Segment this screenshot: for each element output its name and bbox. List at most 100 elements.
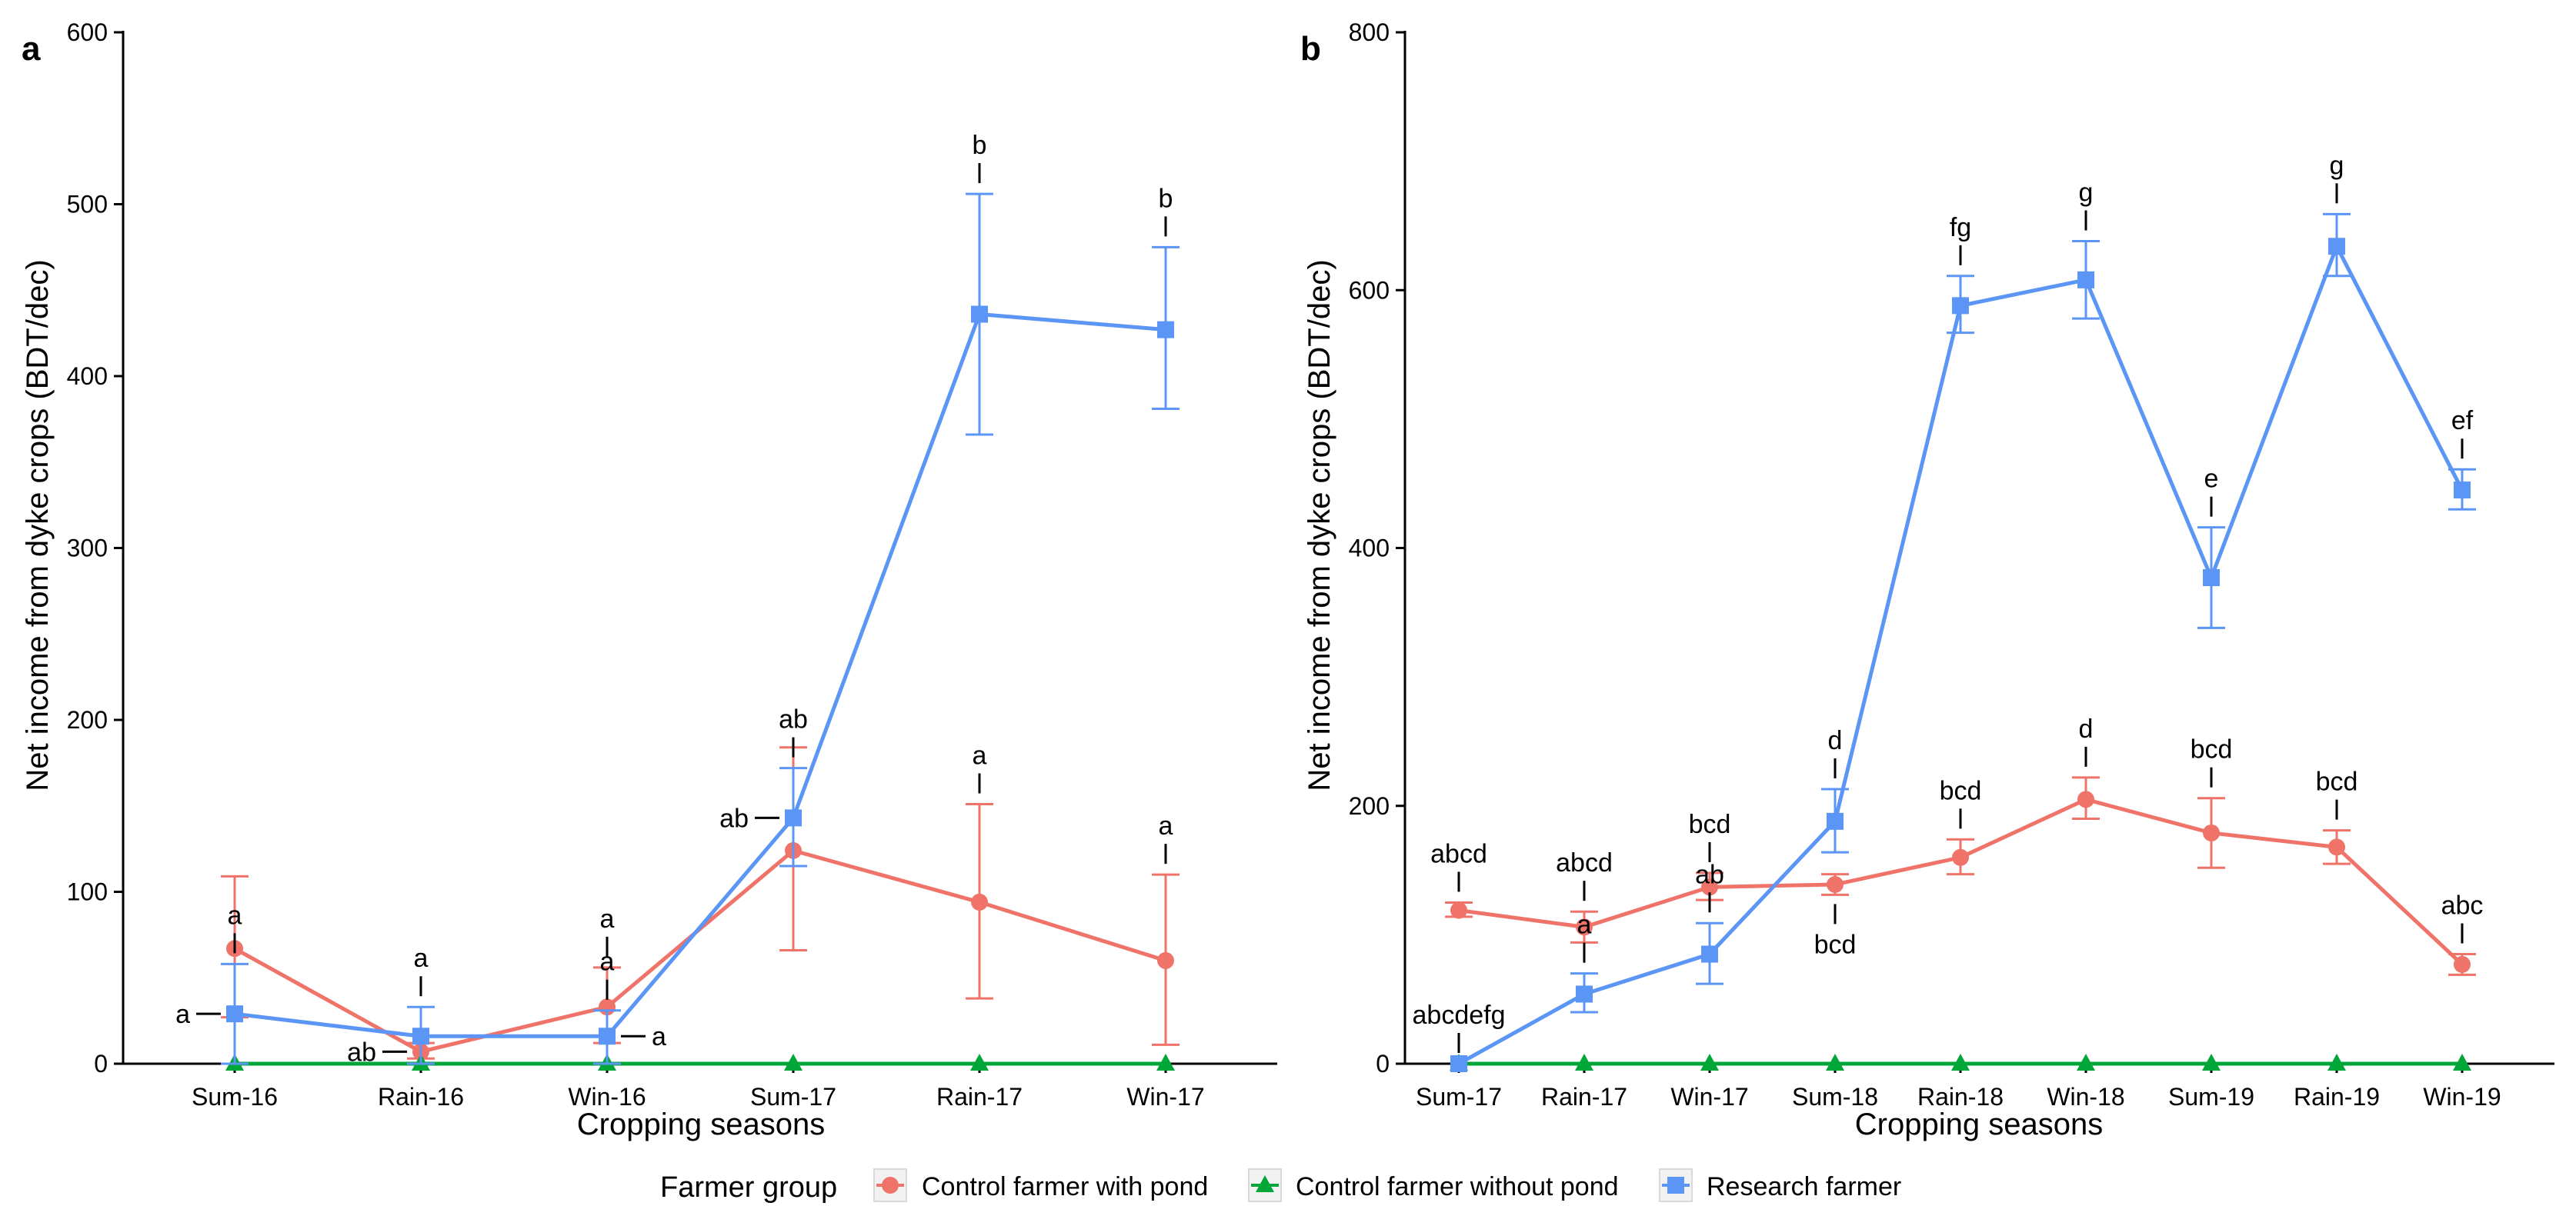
- x-tick-label: Win-17: [1126, 1083, 1204, 1111]
- x-tick-label: Win-16: [568, 1083, 646, 1111]
- significance-letter: ab: [719, 804, 749, 833]
- legend-key-control-without-pond: [1248, 1168, 1282, 1202]
- y-tick-label: 200: [1349, 792, 1390, 820]
- significance-letter: e: [2204, 465, 2219, 494]
- data-point: [1700, 1054, 1719, 1071]
- significance-letter: b: [973, 131, 987, 160]
- significance-letter: g: [2330, 151, 2344, 180]
- significance-letter: bcd: [1689, 810, 1731, 839]
- data-point: [1952, 848, 1969, 866]
- panel-a: a Net income from dyke crops (BDT/dec) C…: [21, 18, 1277, 1141]
- x-tick-label: Sum-16: [192, 1083, 278, 1111]
- data-point: [1157, 321, 1174, 338]
- x-tick-label: Rain-19: [2294, 1083, 2380, 1111]
- y-axis-title-b: Net income from dyke crops (BDT/dec): [1303, 259, 1336, 791]
- legend-marker-circle: [882, 1177, 899, 1194]
- series-control-farmer-with-pond: aaa: [221, 741, 1180, 1061]
- significance-letter: ab: [347, 1038, 376, 1067]
- series-line: [1457, 242, 2464, 1066]
- significance-letter: bcd: [1940, 776, 1982, 805]
- significance-letter: a: [600, 948, 615, 977]
- legend-label-control-with-pond: Control farmer with pond: [922, 1172, 1208, 1201]
- data-point: [2328, 238, 2345, 255]
- data-point: [2077, 1054, 2095, 1071]
- significance-letter: abc: [2441, 891, 2484, 921]
- y-tick-label: 600: [1349, 276, 1390, 304]
- data-point: [785, 809, 802, 827]
- data-point: [2077, 791, 2094, 808]
- significance-letter: d: [2079, 715, 2094, 744]
- significance-letter: ef: [2451, 406, 2474, 435]
- significance-letter: fg: [1950, 213, 1971, 242]
- legend-title: Farmer group: [660, 1171, 837, 1204]
- data-point: [2203, 824, 2220, 841]
- significance-letter: bcd: [2191, 735, 2233, 765]
- data-point: [2454, 955, 2471, 973]
- x-tick-label: Win-19: [2423, 1083, 2501, 1111]
- data-point: [1450, 1055, 1467, 1072]
- significance-letter: g: [2079, 178, 2094, 208]
- data-point: [599, 1028, 616, 1045]
- data-point: [1951, 1054, 1970, 1071]
- y-tick-label: 0: [1376, 1050, 1390, 1078]
- data-point: [1156, 1054, 1175, 1071]
- legend-label-research-farmer: Research farmer: [1707, 1172, 1901, 1201]
- significance-letter: a: [652, 1022, 666, 1051]
- data-point: [1827, 876, 1844, 894]
- significance-letter: a: [973, 741, 987, 771]
- panel-b: b Net income from dyke crops (BDT/dec) C…: [1300, 18, 2554, 1141]
- legend-marker-square: [1667, 1177, 1684, 1194]
- y-tick-label: 400: [67, 362, 108, 390]
- series-research-farmer: abcdefg a ab d fg g e g ef: [1413, 151, 2476, 1072]
- data-point: [1450, 901, 1467, 919]
- legend: Farmer group Control farmer with pond Co…: [660, 1168, 1901, 1204]
- y-tick-label: 600: [67, 18, 108, 46]
- significance-letter: abcd: [1556, 848, 1613, 878]
- data-point: [1575, 1054, 1593, 1071]
- data-point: [412, 1028, 429, 1045]
- y-axis-title-a: Net income from dyke crops (BDT/dec): [21, 259, 55, 791]
- y-tick-label: 500: [67, 191, 108, 218]
- significance-letter: a: [1577, 911, 1592, 940]
- data-point: [1576, 985, 1593, 1003]
- data-point: [2202, 1054, 2221, 1071]
- significance-letter: d: [1828, 726, 1843, 755]
- x-tick-label: Rain-18: [1917, 1083, 2004, 1111]
- significance-letter: ab: [779, 705, 808, 735]
- y-tick-label: 400: [1349, 535, 1390, 562]
- legend-label-control-without-pond: Control farmer without pond: [1296, 1172, 1619, 1201]
- significance-letter: a: [600, 905, 615, 934]
- y-tick-label: 800: [1349, 18, 1390, 46]
- significance-letter: abcdefg: [1413, 1001, 1506, 1030]
- data-point: [1701, 878, 1718, 896]
- x-tick-label: Sum-18: [1792, 1083, 1878, 1111]
- data-point: [2453, 1054, 2471, 1071]
- data-point: [1576, 918, 1593, 936]
- legend-key-control-with-pond: [873, 1168, 907, 1202]
- x-axis-title-a: Cropping seasons: [577, 1108, 825, 1141]
- data-point: [1827, 812, 1844, 830]
- significance-letter: a: [1159, 811, 1173, 841]
- x-tick-label: Sum-17: [1416, 1083, 1502, 1111]
- series-control-farmer-without-pond: [1450, 1054, 2471, 1071]
- y-tick-label: 0: [94, 1050, 108, 1078]
- x-axis-title-b: Cropping seasons: [1855, 1108, 2103, 1141]
- panel-label-a: a: [22, 30, 41, 68]
- significance-letter: b: [1159, 184, 1173, 213]
- significance-letter: a: [175, 1000, 190, 1029]
- y-tick-label: 300: [67, 535, 108, 562]
- x-tick-label: Win-17: [1670, 1083, 1748, 1111]
- data-point: [971, 305, 988, 323]
- data-point: [970, 1054, 989, 1071]
- data-point: [2077, 271, 2094, 288]
- series-line: [234, 311, 1166, 1038]
- y-tick-label: 200: [67, 706, 108, 734]
- significance-letter: a: [228, 901, 242, 930]
- data-point: [971, 893, 988, 911]
- data-point: [226, 1005, 243, 1023]
- x-tick-label: Win-18: [2047, 1083, 2124, 1111]
- y-tick-label: 100: [67, 878, 108, 906]
- data-point: [1701, 945, 1718, 963]
- x-tick-label: Sum-17: [750, 1083, 836, 1111]
